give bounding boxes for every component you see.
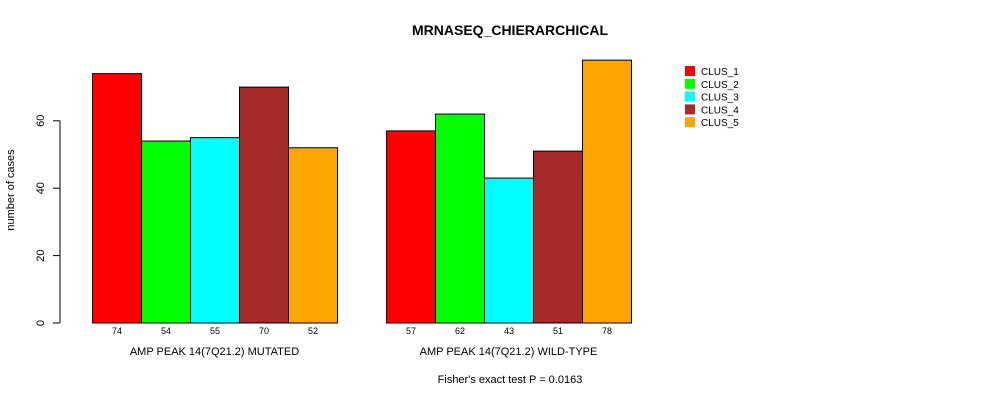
legend-swatch — [685, 91, 695, 102]
bar-clus3-group2 — [484, 177, 534, 324]
legend-label: CLUS_1 — [701, 67, 739, 78]
chart-title: MRNASEQ_CHIERARCHICAL — [412, 22, 608, 38]
legend-swatch — [685, 104, 695, 115]
bar-count-label: 52 — [308, 326, 318, 336]
bar-count-label: 74 — [112, 326, 122, 336]
bar-count-label: 57 — [406, 326, 416, 336]
y-tick-label: 0 — [35, 320, 47, 326]
legend-swatch — [685, 78, 695, 89]
bar-clus4-group2 — [533, 150, 583, 324]
bar-count-label: 54 — [161, 326, 171, 336]
y-tick-label: 40 — [35, 182, 47, 194]
y-axis: 0 20 40 60 — [35, 115, 61, 326]
legend-label: CLUS_3 — [701, 93, 739, 104]
fisher-test-footnote: Fisher's exact test P = 0.0163 — [438, 374, 583, 386]
bar-count-label: 51 — [553, 326, 563, 336]
y-axis-label: number of cases — [5, 149, 17, 231]
group-label: AMP PEAK 14(7Q21.2) WILD-TYPE — [420, 346, 598, 358]
bar-count-label: 70 — [259, 326, 269, 336]
bar-clus2-group2 — [435, 113, 485, 324]
bar-clus5-group1 — [288, 147, 338, 324]
bar-count-label: 55 — [210, 326, 220, 336]
legend-label: CLUS_2 — [701, 80, 739, 91]
bar-clus4-group1 — [239, 86, 289, 324]
legend-label: CLUS_5 — [701, 118, 739, 129]
bars — [92, 59, 632, 324]
legend-swatch — [685, 66, 695, 76]
bar-clus5-group2 — [582, 59, 632, 324]
bar-count-label: 43 — [504, 326, 514, 336]
legend-swatch — [685, 117, 695, 128]
group-label: AMP PEAK 14(7Q21.2) MUTATED — [130, 346, 299, 358]
bar-clus1-group2 — [386, 130, 436, 324]
y-tick-label: 20 — [35, 249, 47, 261]
y-tick-label: 60 — [35, 115, 47, 127]
group-labels: AMP PEAK 14(7Q21.2) MUTATED AMP PEAK 14(7… — [130, 346, 598, 358]
count-labels: 74 54 55 70 52 57 62 43 51 78 — [112, 326, 612, 336]
bar-count-label: 62 — [455, 326, 465, 336]
legend-label: CLUS_4 — [701, 105, 739, 116]
bar-count-label: 78 — [602, 326, 612, 336]
bar-clus3-group1 — [190, 137, 240, 324]
bar-clus1-group1 — [92, 73, 142, 324]
bar-clus2-group1 — [141, 140, 191, 324]
